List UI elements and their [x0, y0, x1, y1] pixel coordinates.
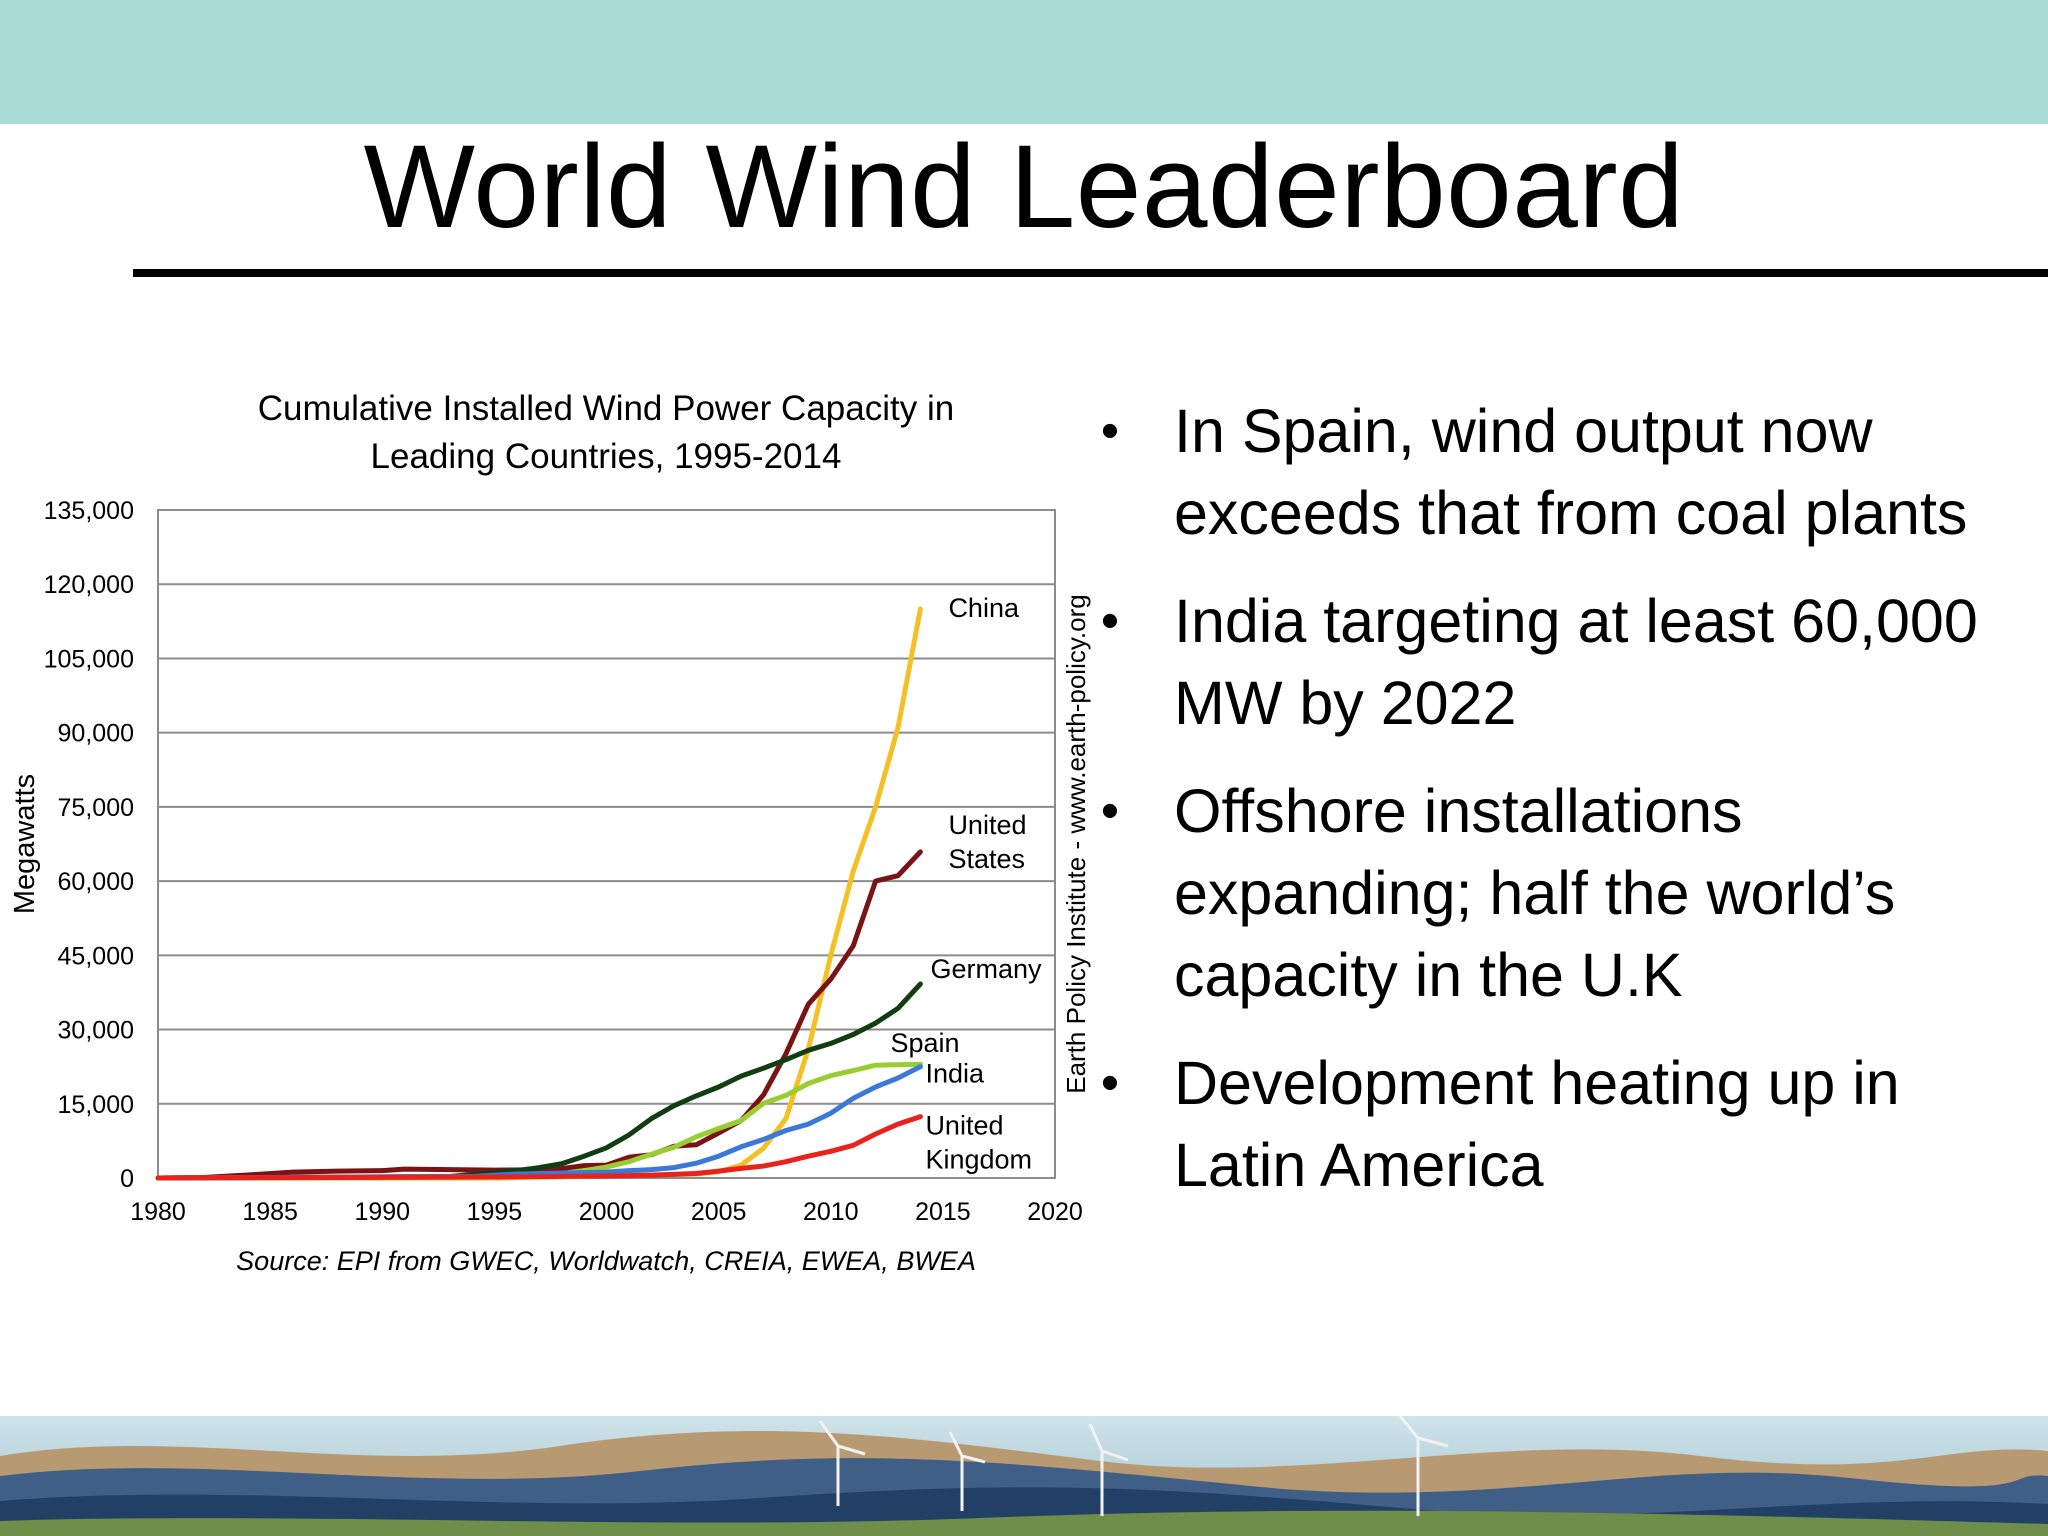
bullet-dot-icon: • — [1100, 592, 1120, 650]
y-tick-label: 15,000 — [58, 1091, 134, 1119]
series-line-india — [155, 1064, 923, 1181]
series-line-united-states — [155, 849, 923, 1181]
series-label: Spain — [890, 1028, 959, 1058]
title-underline — [133, 269, 2048, 277]
chart-title-line: Cumulative Installed Wind Power Capacity… — [258, 389, 954, 428]
series-line-united-kingdom — [155, 1114, 923, 1181]
bullet-text: Offshore installations expanding; half t… — [1174, 777, 1896, 1009]
bullet-dot-icon: • — [1100, 782, 1120, 840]
slide-title: World Wind Leaderboard — [363, 121, 1685, 253]
top-band — [0, 0, 2048, 124]
y-tick-label: 105,000 — [44, 645, 134, 673]
y-tick-label: 60,000 — [58, 868, 134, 896]
bullet-item: • In Spain, wind output now exceeds that … — [1090, 390, 2020, 554]
y-tick-label: 0 — [120, 1165, 134, 1193]
bullet-text: In Spain, wind output now exceeds that f… — [1174, 397, 1968, 547]
x-tick-label: 1985 — [242, 1198, 298, 1226]
y-tick-label: 120,000 — [44, 571, 134, 599]
bullet-text: India targeting at least 60,000 MW by 20… — [1174, 587, 1978, 737]
y-tick-label: 75,000 — [58, 794, 134, 822]
series-lines — [155, 606, 923, 1181]
x-tick-label: 1995 — [467, 1198, 523, 1226]
y-tick-label: 135,000 — [44, 497, 134, 525]
bullet-item: • Offshore installations expanding; half … — [1090, 770, 2020, 1016]
series-label: Kingdom — [925, 1145, 1032, 1175]
x-tick-label: 1980 — [130, 1198, 186, 1226]
side-credit-text: Earth Policy Institute - www.earth-polic… — [1061, 594, 1091, 1093]
chart-gridlines — [158, 583, 1055, 1105]
bullet-dot-icon: • — [1100, 1054, 1120, 1112]
bullet-item: • India targeting at least 60,000 MW by 2… — [1090, 580, 2020, 744]
chart-title: Cumulative Installed Wind Power Capacity… — [258, 389, 954, 476]
y-tick-labels: 0 15,000 30,000 45,000 60,000 75,000 90,000 105… — [44, 497, 134, 1193]
series-label: India — [925, 1059, 985, 1089]
chart-title-line: Leading Countries, 1995-2014 — [371, 437, 842, 476]
x-tick-label: 1990 — [354, 1198, 410, 1226]
chart-source: Source: EPI from GWEC, Worldwatch, CREIA… — [236, 1246, 976, 1276]
bullet-item: • Development heating up in Latin America — [1090, 1042, 2020, 1206]
y-tick-label: 90,000 — [58, 720, 134, 748]
series-line-spain — [155, 1061, 923, 1181]
x-tick-label: 2020 — [1027, 1198, 1083, 1226]
x-tick-label: 2015 — [915, 1198, 971, 1226]
x-tick-label: 2000 — [579, 1198, 635, 1226]
series-label: United — [948, 810, 1026, 840]
x-tick-labels: 1980 1985 1990 1995 2000 2005 2010 2015 2020 — [130, 1198, 1083, 1226]
y-tick-label: 30,000 — [58, 1017, 134, 1045]
y-tick-label: 45,000 — [58, 942, 134, 970]
series-label: Germany — [930, 954, 1042, 984]
y-axis-label: Megawatts — [9, 774, 41, 914]
bullet-list: • In Spain, wind output now exceeds that … — [1090, 390, 2020, 1232]
wind-farm-landscape-image — [0, 1416, 2048, 1536]
wind-capacity-chart: 0 15,000 30,000 45,000 60,000 75,000 90,000 105… — [0, 380, 1110, 1300]
chart-svg: 0 15,000 30,000 45,000 60,000 75,000 90,000 105… — [9, 389, 1091, 1276]
bullet-dot-icon: • — [1100, 402, 1120, 460]
series-line-germany — [155, 981, 923, 1181]
x-tick-label: 2010 — [803, 1198, 859, 1226]
series-label: States — [948, 844, 1025, 874]
series-label: United — [925, 1111, 1003, 1141]
series-line-china — [155, 606, 923, 1181]
x-tick-label: 2005 — [691, 1198, 747, 1226]
series-label: China — [948, 593, 1020, 623]
bullet-text: Development heating up in Latin America — [1174, 1049, 1900, 1199]
landscape-banner-image — [0, 1416, 2048, 1536]
